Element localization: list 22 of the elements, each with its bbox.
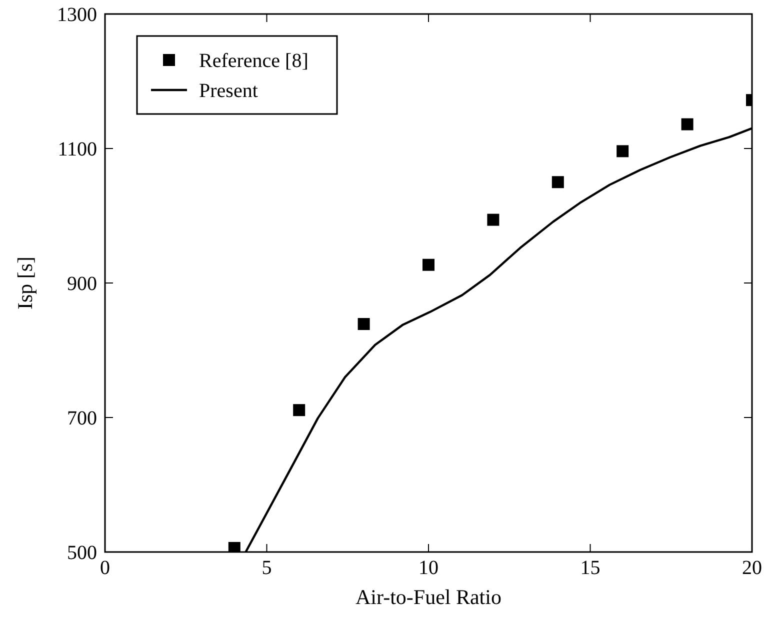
y-tick-label: 700 [67,408,97,430]
y-tick-label: 1100 [58,138,97,160]
point [358,318,370,330]
point [487,214,500,226]
y-tick-label: 1300 [57,4,97,26]
point [681,118,694,130]
legend-label: Reference [8] [199,50,308,72]
legend-label: Present [199,80,258,102]
y-tick-label: 900 [67,273,97,295]
y-tick-label: 500 [67,542,97,564]
x-tick-label: 10 [418,557,438,579]
point [228,542,240,552]
x-axis-title: Air-to-Fuel Ratio [356,585,502,609]
x-tick-label: 15 [580,557,600,579]
point [552,176,564,188]
point [422,258,434,271]
point [616,145,629,158]
y-axis-title: Isp [s] [13,256,37,310]
point [293,404,306,416]
x-tick-label: 0 [100,557,110,579]
x-tick-label: 20 [742,557,762,579]
x-tick-label: 5 [262,557,272,579]
